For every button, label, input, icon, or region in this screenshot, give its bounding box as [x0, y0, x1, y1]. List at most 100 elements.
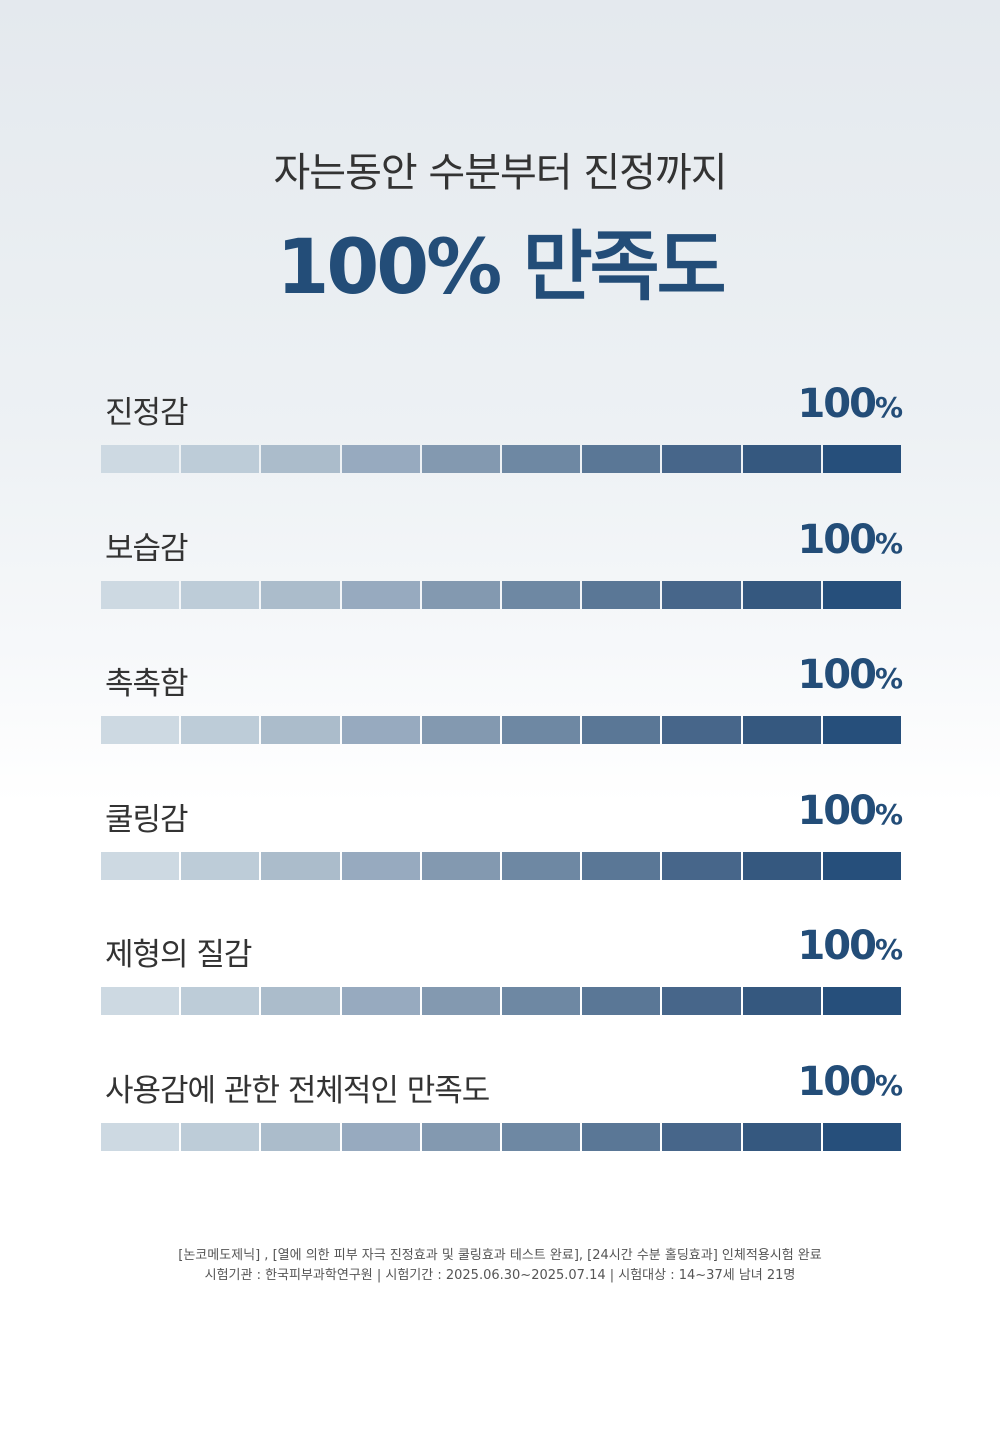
bar-segment [181, 987, 260, 1015]
value-unit: % [874, 933, 903, 966]
item-label: 촉촉함 [105, 666, 189, 702]
bar-segment [502, 580, 581, 609]
item: 보습감 100% [101, 517, 903, 633]
subtitle: 자는동안 수분부터 진정까지 [273, 150, 727, 196]
bar-segment [101, 445, 180, 473]
bar-segment [421, 580, 501, 609]
bar [101, 445, 902, 473]
bar-segment [742, 445, 821, 473]
bar-segment [101, 851, 180, 880]
bar-segment [742, 580, 821, 609]
title: 100% 만족도 [276, 222, 726, 311]
item: 사용감에 관한 전체적인 만족도 100% [101, 1059, 903, 1175]
item: 제형의 질감 100% [101, 923, 903, 1039]
item: 쿨링감 100% [101, 788, 903, 904]
value-number: 100 [797, 1058, 876, 1105]
bar-segment [662, 445, 741, 473]
footnote-line: 시험기관 : 한국피부과학연구원 | 시험기간 : 2025.06.30~202… [204, 1268, 796, 1283]
bar-segment [341, 716, 420, 744]
bar [101, 580, 902, 609]
bar-segment [341, 987, 420, 1015]
value-unit: % [874, 662, 903, 695]
item-value: 100% [797, 381, 903, 427]
item-label: 보습감 [105, 530, 189, 567]
value-unit: % [874, 797, 903, 831]
value-number: 100 [797, 923, 876, 969]
value-number: 100 [797, 381, 876, 427]
bar-segment [181, 716, 260, 744]
bar [101, 1122, 902, 1151]
item-label: 사용감에 관한 전체적인 만족도 [105, 1072, 490, 1109]
bar-segment [742, 987, 821, 1015]
bar-segment [502, 851, 581, 880]
bar [101, 851, 902, 880]
bar-segment [662, 851, 741, 880]
bar [101, 716, 902, 744]
bar-segment [261, 987, 340, 1015]
bar-segment [181, 851, 260, 880]
bar-segment [421, 716, 501, 744]
bar-segment [742, 851, 821, 880]
bar-segment [341, 445, 420, 473]
bar-segment [822, 716, 902, 744]
bar-segment [742, 716, 821, 744]
bar-segment [742, 1122, 821, 1151]
bar-segment [822, 580, 902, 609]
bar-segment [261, 716, 340, 744]
bar-segment [822, 445, 902, 473]
bar-segment [502, 445, 581, 473]
bar-segment [662, 580, 741, 609]
value-number: 100 [797, 787, 876, 834]
bar-segment [341, 580, 420, 609]
bar-segment [101, 580, 180, 609]
bar-segment [582, 716, 661, 744]
bar-segment [822, 987, 902, 1015]
bar-segment [101, 716, 180, 744]
bar-segment [341, 851, 420, 880]
bar-segment [582, 1122, 661, 1151]
item-value: 100% [797, 516, 903, 563]
bar-segment [101, 1122, 180, 1151]
bar-segment [582, 580, 661, 609]
bar-segment [582, 851, 661, 880]
item: 진정감 100% [101, 381, 903, 497]
value-number: 100 [797, 652, 876, 698]
value-unit: % [874, 391, 903, 424]
bar-segment [421, 987, 501, 1015]
item-value: 100% [797, 923, 903, 969]
bar [101, 987, 902, 1015]
item-label: 진정감 [105, 395, 189, 431]
footnote-line: [논코메도제닉] , [열에 의한 피부 자극 진정효과 및 쿨링효과 테스트 … [178, 1248, 822, 1263]
bar-segment [502, 716, 581, 744]
bar-segment [582, 987, 661, 1015]
bar-segment [181, 445, 260, 473]
bar-segment [261, 445, 340, 473]
bar-segment [101, 987, 180, 1015]
bar-segment [662, 1122, 741, 1151]
bar-segment [421, 445, 501, 473]
value-unit: % [874, 1068, 903, 1102]
bar-segment [261, 580, 340, 609]
footnote: [논코메도제닉] , [열에 의한 피부 자극 진정효과 및 쿨링효과 테스트 … [0, 1246, 1000, 1286]
bar-segment [261, 851, 340, 880]
bar-segment [341, 1122, 420, 1151]
bar-segment [822, 1122, 902, 1151]
bar-segment [582, 445, 661, 473]
item-value: 100% [797, 1058, 903, 1105]
bar-segment [421, 1122, 501, 1151]
bar-segment [822, 851, 902, 880]
item-value: 100% [797, 787, 903, 834]
bar-segment [261, 1122, 340, 1151]
item-label: 쿨링감 [105, 801, 189, 838]
bar-segment [181, 1122, 260, 1151]
item: 촉촉함 100% [101, 652, 903, 768]
bar-segment [502, 987, 581, 1015]
bar-segment [662, 987, 741, 1015]
bar-segment [502, 1122, 581, 1151]
value-unit: % [874, 526, 903, 560]
bar-segment [662, 716, 741, 744]
item-value: 100% [797, 652, 903, 698]
value-number: 100 [797, 516, 876, 563]
bar-segment [421, 851, 501, 880]
